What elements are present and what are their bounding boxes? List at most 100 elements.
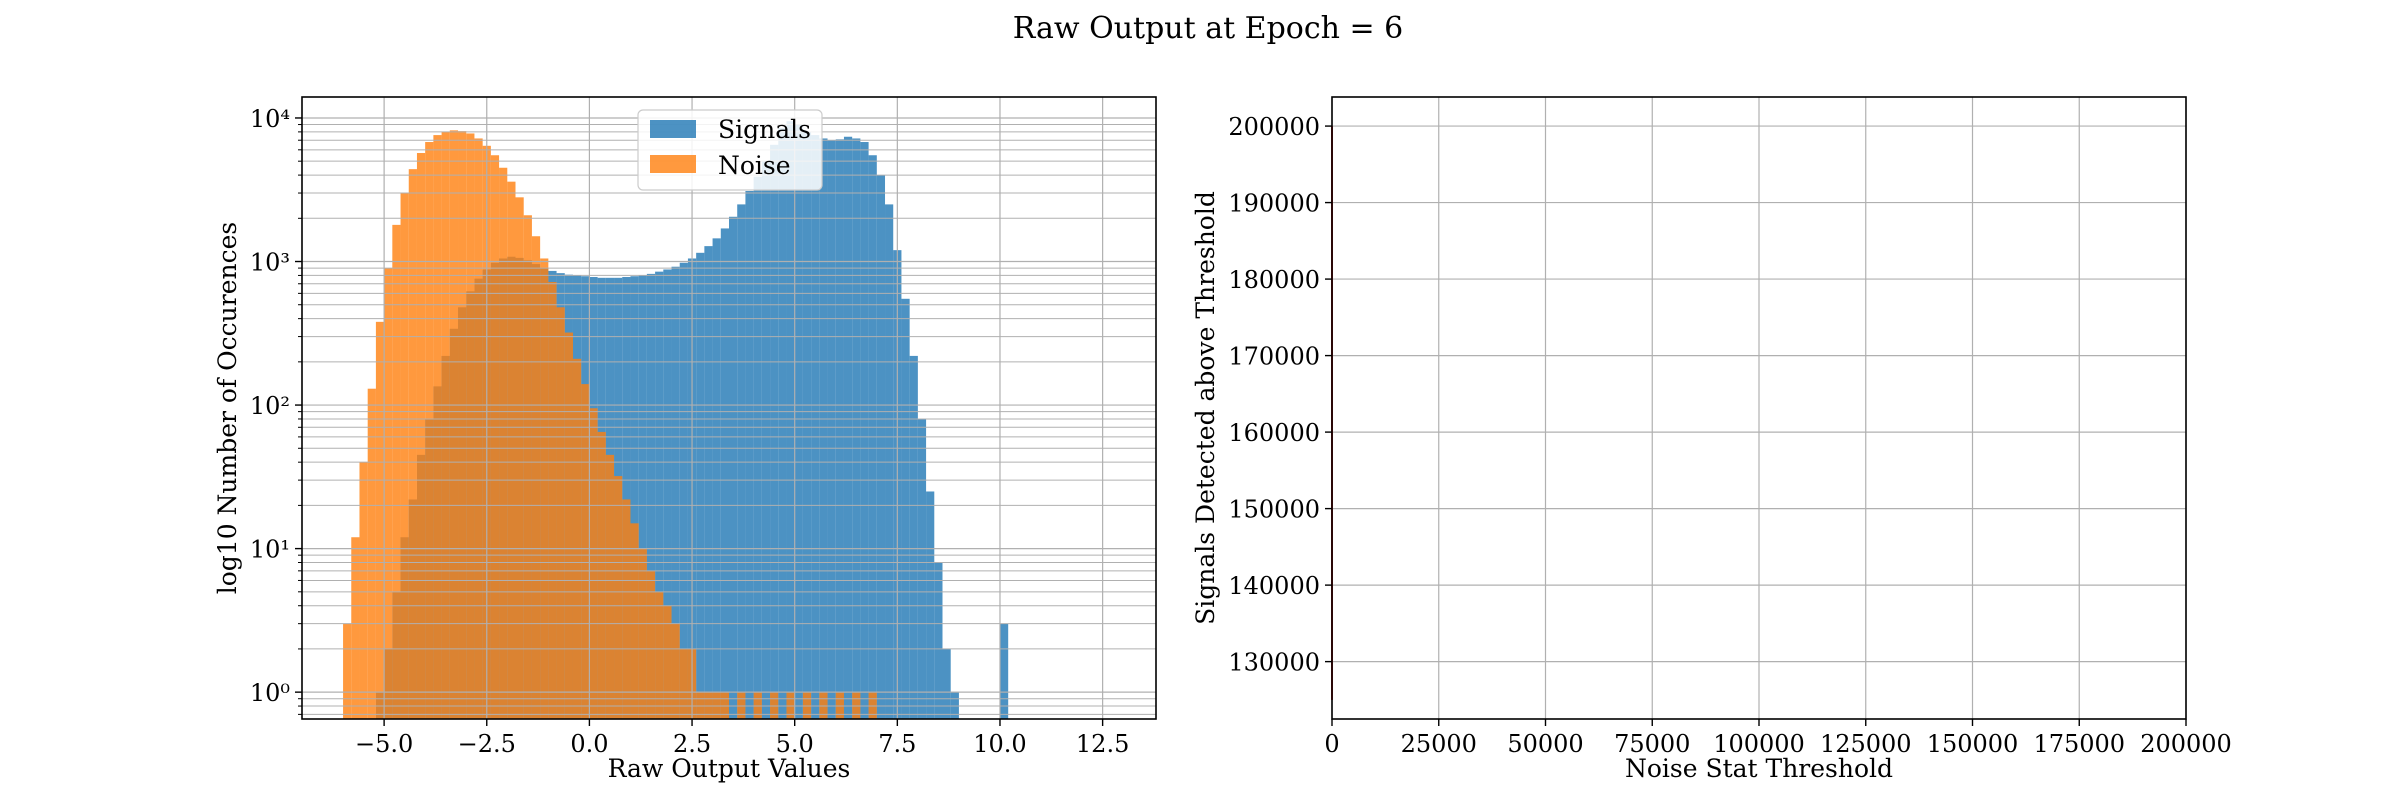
y-tick-label: 160000 — [1228, 419, 1320, 447]
legend: Signals Noise — [637, 109, 823, 191]
noise-bar — [474, 138, 483, 719]
signals-bar — [630, 276, 639, 719]
x-tick-label: 150000 — [1927, 730, 2019, 758]
noise-bar — [416, 153, 426, 719]
signals-bar — [843, 136, 853, 720]
x-tick-label: 175000 — [2033, 730, 2125, 758]
x-tick-label: 12.5 — [1076, 730, 1129, 758]
signals-bar — [852, 138, 861, 719]
y-tick-label: 140000 — [1228, 572, 1320, 600]
signals-bar — [860, 142, 869, 719]
y-tick-label: 180000 — [1228, 266, 1320, 294]
histogram-x-label: Raw Output Values — [608, 754, 851, 783]
legend-swatch-noise — [650, 155, 696, 173]
noise-bar — [523, 215, 532, 719]
legend-swatch-signals — [650, 120, 696, 138]
threshold-y-ticks: 130000 140000 150000 160000 170000 180000 1900… — [1228, 113, 1332, 677]
signals-bar — [827, 140, 836, 719]
signals-bar — [794, 124, 803, 720]
signals-bar — [917, 418, 927, 719]
noise-bar — [458, 131, 467, 720]
legend-label-noise: Noise — [718, 151, 791, 180]
noise-bar — [638, 548, 647, 719]
noise-bar — [663, 605, 672, 719]
noise-bar — [597, 431, 606, 719]
x-tick-label: 100000 — [1713, 730, 1805, 758]
noise-bar — [589, 408, 598, 719]
x-tick-label: −5.0 — [355, 730, 413, 758]
threshold-grid — [1331, 97, 2187, 719]
x-tick-label: −2.5 — [458, 730, 516, 758]
noise-bar — [408, 169, 417, 720]
x-tick-label: 5.0 — [776, 730, 814, 758]
signals-bar — [786, 121, 795, 720]
x-tick-label: 0 — [1324, 730, 1339, 758]
signals-bar — [745, 190, 754, 720]
signals-bar — [999, 623, 1009, 719]
signals-bar — [835, 139, 844, 719]
noise-bar — [351, 537, 360, 719]
signals-bar — [819, 138, 828, 719]
x-tick-label: 25000 — [1401, 730, 1477, 758]
x-tick-label: 125000 — [1820, 730, 1912, 758]
y-tick-label: 130000 — [1228, 649, 1320, 677]
signals-bar — [901, 298, 910, 719]
noise-bar — [359, 462, 368, 719]
noise-bar — [622, 499, 631, 719]
noise-bar — [425, 142, 434, 719]
x-tick-label: 75000 — [1614, 730, 1690, 758]
threshold-axes: 0 25000 50000 75000 100000 125000 150000 175000… — [1191, 96, 2232, 783]
noise-bar — [499, 167, 508, 719]
signals-bar — [696, 252, 705, 720]
signals-bar — [909, 355, 918, 719]
noise-bar — [655, 591, 664, 719]
threshold-y-label: Signals Detected above Threshold — [1191, 191, 1220, 625]
noise-bar — [343, 623, 352, 719]
signals-bar — [671, 266, 680, 719]
legend-label-signals: Signals — [718, 115, 811, 144]
figure-title: Raw Output at Epoch = 6 — [1013, 11, 1404, 46]
histogram-axes: −5.0 −2.5 0.0 2.5 5.0 7.5 10.0 12.5 10⁰10¹10²10… — [213, 96, 1157, 783]
histogram-x-ticks: −5.0 −2.5 0.0 2.5 5.0 7.5 10.0 12.5 — [355, 719, 1129, 758]
threshold-x-label: Noise Stat Threshold — [1625, 754, 1893, 783]
y-tick-label: 10⁰ — [250, 679, 290, 707]
signals-bar — [720, 228, 729, 719]
noise-bar — [581, 384, 590, 719]
signals-bar — [729, 216, 738, 719]
x-tick-label: 2.5 — [673, 730, 711, 758]
y-tick-label: 10⁴ — [250, 105, 290, 133]
y-tick-label: 200000 — [1228, 113, 1320, 141]
noise-bar — [671, 623, 680, 719]
y-tick-label: 170000 — [1228, 343, 1320, 371]
noise-bar — [540, 258, 549, 719]
noise-bar — [392, 224, 401, 719]
signals-bar — [770, 144, 779, 719]
noise-bar — [384, 268, 393, 719]
x-tick-label: 50000 — [1507, 730, 1583, 758]
signals-bar — [802, 131, 812, 720]
signals-bar — [638, 275, 647, 719]
histogram-y-ticks: 10⁰ 10¹ 10² 10³ 10⁴ — [250, 105, 302, 715]
noise-bar — [531, 236, 541, 719]
signals-bar — [646, 273, 656, 719]
signals-bar — [679, 262, 688, 719]
y-tick-label: 190000 — [1228, 190, 1320, 218]
signals-bar — [761, 161, 771, 719]
x-tick-label: 7.5 — [878, 730, 916, 758]
threshold-x-ticks: 0 25000 50000 75000 100000 125000 150000 175000… — [1324, 719, 2232, 758]
signals-bar — [934, 562, 943, 719]
noise-bar — [556, 307, 565, 719]
noise-bar — [646, 570, 656, 719]
noise-bar — [375, 321, 385, 719]
signals-bar — [704, 246, 713, 719]
noise-bar — [367, 388, 376, 719]
x-tick-label: 200000 — [2140, 730, 2232, 758]
histogram-frame — [301, 96, 1157, 720]
y-tick-label: 10¹ — [250, 536, 290, 564]
histogram-y-label: log10 Number of Occurences — [213, 222, 242, 595]
y-tick-label: 10² — [250, 392, 290, 420]
signals-bar — [663, 269, 672, 719]
noise-bar — [548, 281, 557, 719]
signals-bar — [778, 128, 787, 720]
